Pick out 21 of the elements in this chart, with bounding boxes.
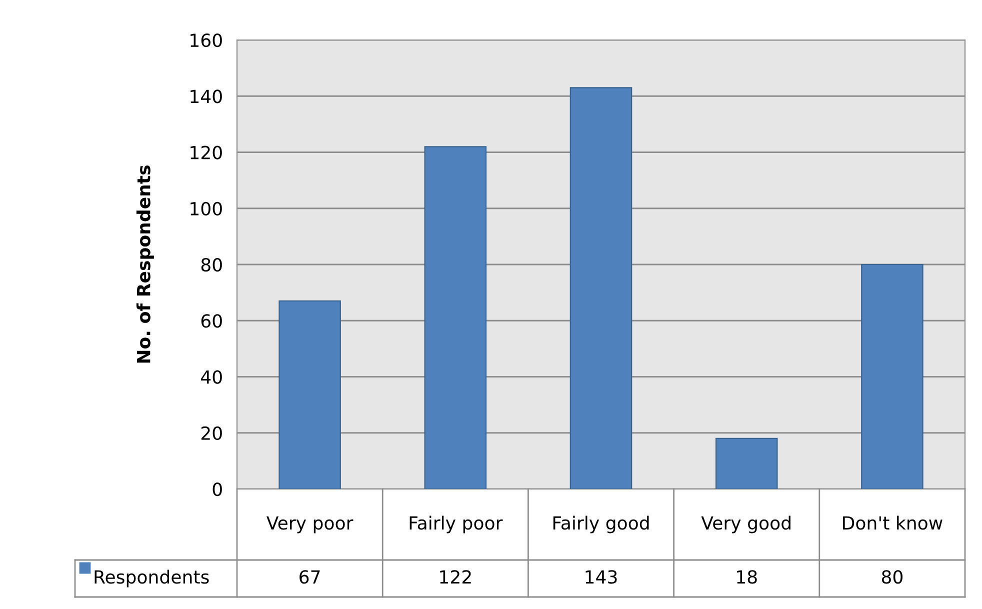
x-tick-label: Very poor xyxy=(266,516,354,534)
y-tick-label: 20 xyxy=(201,426,222,440)
legend-label: Respondents xyxy=(94,570,209,588)
y-tick-label: 100 xyxy=(190,202,222,216)
y-tick-label: 120 xyxy=(190,146,222,160)
y-tick-label: 160 xyxy=(190,33,222,48)
x-tick-label: Very good xyxy=(701,516,790,534)
y-tick-label: 140 xyxy=(190,90,222,104)
data-label: 67 xyxy=(300,570,320,584)
data-label: 80 xyxy=(882,570,902,584)
y-axis-title: No. of Respondents xyxy=(136,166,154,363)
y-tick-label: 60 xyxy=(201,314,222,328)
x-tick-label: Don't know xyxy=(843,516,942,530)
data-label: 18 xyxy=(737,570,757,584)
y-tick-label: 0 xyxy=(212,482,222,496)
x-tick-label: Fairly good xyxy=(553,516,649,534)
x-tick-label: Fairly poor xyxy=(410,516,503,534)
y-tick-label: 80 xyxy=(201,258,222,272)
data-label: 122 xyxy=(440,570,471,584)
data-label: 143 xyxy=(586,570,617,584)
y-tick-label: 40 xyxy=(201,370,222,384)
